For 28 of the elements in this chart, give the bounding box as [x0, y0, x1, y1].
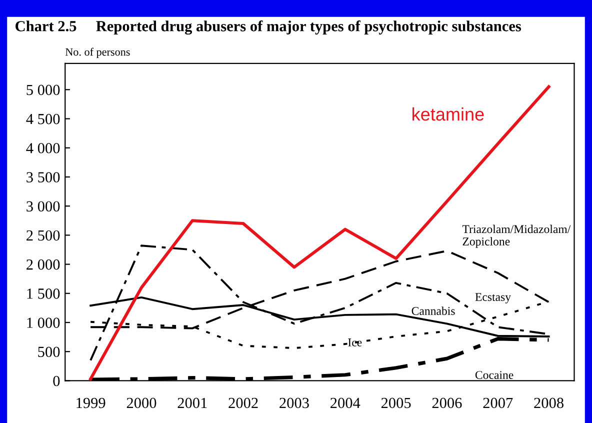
- series-label: Ecstasy: [475, 293, 511, 304]
- y-tick-label: 0: [53, 376, 60, 386]
- y-axis-title: No. of persons: [65, 48, 130, 58]
- x-tick-label: 2006: [432, 398, 462, 408]
- x-tick-label: 2005: [381, 398, 411, 408]
- x-tick-label: 2000: [126, 398, 156, 408]
- y-tick-label: 2 000: [26, 259, 60, 270]
- y-tick-label: 1 000: [27, 318, 60, 328]
- y-tick-label: 2 500: [26, 230, 60, 241]
- x-tick-label: 2004: [330, 398, 360, 408]
- series-label: Cocaine: [475, 371, 514, 379]
- series-label: ketamine: [412, 107, 484, 121]
- x-tick-label: 1999: [76, 398, 106, 408]
- x-tick-label: 2003: [280, 398, 309, 408]
- x-tick-label: 2002: [228, 398, 258, 408]
- y-tick-label: 3 500: [26, 172, 60, 182]
- series-label: Cannabis: [412, 306, 455, 315]
- y-tick-label: 500: [38, 346, 60, 358]
- y-tick-label: 3 000: [26, 201, 60, 212]
- chart-title: Chart 2.5 Reported drug abusers of major types of psychotropic substances: [16, 20, 522, 35]
- y-tick-label: 5 000: [26, 84, 60, 96]
- x-tick-label: 2008: [534, 398, 564, 408]
- x-tick-label: 2001: [178, 398, 207, 408]
- y-tick-label: 1 500: [27, 288, 60, 299]
- y-tick-label: 4 500: [26, 114, 60, 124]
- y-tick-label: 4 000: [26, 142, 60, 154]
- x-tick-label: 2007: [483, 398, 513, 408]
- series-label: Triazolam/Midazolam/ Zopiclone: [462, 224, 571, 248]
